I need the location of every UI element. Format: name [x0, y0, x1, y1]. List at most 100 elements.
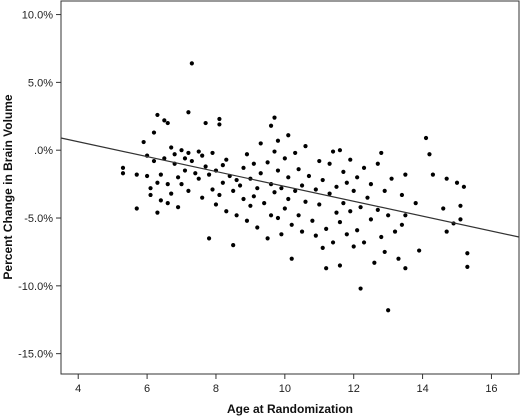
y-tick-label: .0%: [34, 145, 53, 157]
x-tick-label: 12: [348, 383, 360, 395]
data-point: [306, 173, 312, 179]
data-point: [382, 188, 387, 193]
y-axis-title: Percent Change in Brain Volume: [1, 94, 15, 279]
data-point: [155, 180, 160, 185]
data-point: [361, 240, 367, 245]
x-tick-label: 8: [213, 383, 219, 395]
data-point: [120, 165, 126, 170]
data-point: [334, 184, 339, 189]
data-point: [248, 203, 253, 208]
data-point: [179, 148, 184, 153]
data-point: [423, 135, 429, 141]
data-point: [275, 138, 281, 143]
data-point: [341, 169, 346, 175]
data-point: [430, 172, 436, 177]
data-point: [175, 205, 181, 210]
data-point: [372, 260, 377, 265]
data-point: [303, 199, 308, 204]
data-point: [200, 195, 205, 200]
data-point: [382, 249, 387, 255]
data-point: [134, 172, 139, 177]
data-point: [210, 187, 215, 192]
data-points: [120, 61, 470, 313]
data-point: [399, 192, 405, 198]
data-point: [268, 123, 274, 128]
data-point: [179, 182, 184, 187]
data-point: [231, 188, 236, 193]
data-point: [351, 188, 356, 193]
x-tick-label: 14: [416, 383, 428, 395]
data-point: [151, 130, 157, 135]
data-point: [358, 205, 363, 210]
data-point: [289, 222, 294, 227]
data-point: [220, 180, 225, 185]
data-point: [403, 172, 408, 177]
data-point: [286, 175, 291, 180]
data-point: [244, 152, 250, 157]
data-point: [203, 120, 208, 126]
data-point: [158, 198, 163, 203]
data-point: [162, 118, 167, 123]
data-point: [262, 200, 267, 206]
data-point: [200, 153, 205, 158]
data-point: [368, 182, 374, 187]
data-point: [169, 145, 174, 150]
data-point: [282, 156, 287, 161]
data-point: [175, 175, 181, 180]
data-point: [251, 161, 256, 166]
y-tick-label: 5.0%: [28, 77, 53, 89]
data-point: [375, 207, 380, 212]
data-point: [458, 203, 463, 208]
data-point: [120, 171, 126, 176]
data-point: [217, 116, 222, 122]
data-point: [155, 112, 160, 118]
data-point: [334, 210, 339, 215]
data-point: [162, 156, 167, 161]
data-point: [337, 219, 343, 225]
data-point: [286, 133, 291, 138]
data-point: [317, 158, 322, 164]
data-point: [158, 172, 163, 177]
data-point: [320, 177, 325, 183]
data-point: [386, 213, 391, 218]
data-point: [303, 144, 308, 149]
x-axis: 4 6 8 10 12 14 16: [75, 374, 498, 395]
data-point: [196, 149, 201, 154]
x-axis-title: Age at Randomization: [227, 402, 353, 416]
data-point: [255, 225, 260, 230]
data-point: [224, 209, 229, 214]
data-point: [151, 158, 157, 164]
data-point: [296, 167, 301, 172]
data-point: [210, 150, 215, 156]
data-point: [375, 161, 380, 166]
data-point: [155, 210, 160, 215]
data-point: [279, 232, 284, 237]
data-point: [379, 150, 384, 156]
data-point: [320, 245, 325, 250]
data-point: [258, 141, 263, 146]
data-point: [182, 168, 188, 173]
data-point: [275, 215, 281, 221]
data-point: [189, 61, 194, 66]
data-point: [454, 180, 460, 185]
data-point: [172, 152, 177, 157]
data-point: [337, 263, 343, 268]
data-point: [169, 191, 174, 196]
data-point: [417, 248, 422, 253]
data-point: [392, 229, 398, 234]
data-point: [399, 222, 405, 227]
data-point: [258, 171, 263, 176]
y-tick-label: -10.0%: [18, 281, 53, 293]
data-point: [275, 168, 281, 173]
data-point: [265, 160, 270, 165]
data-point: [217, 122, 222, 127]
data-point: [189, 158, 194, 164]
data-point: [265, 236, 270, 241]
data-point: [355, 175, 360, 180]
y-tick-label: 10.0%: [22, 10, 53, 22]
fit-line: [60, 137, 520, 238]
data-point: [144, 173, 150, 179]
data-point: [403, 266, 408, 271]
data-point: [427, 152, 432, 157]
